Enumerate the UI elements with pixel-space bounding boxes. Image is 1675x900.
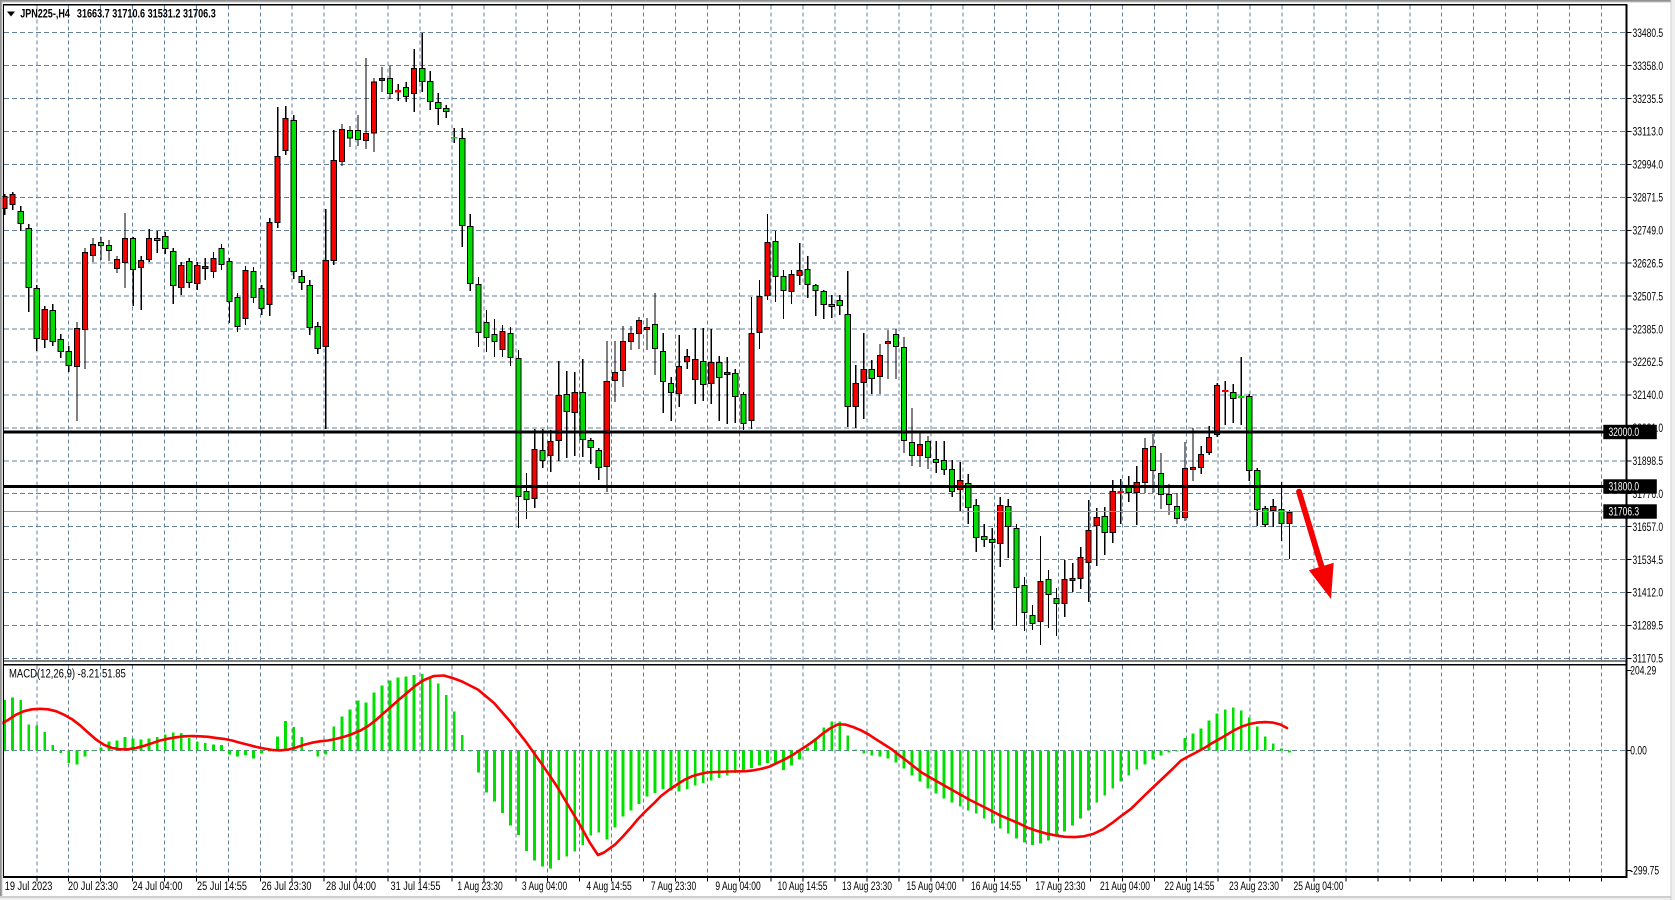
svg-text:31170.5: 31170.5 [1633,654,1664,666]
svg-text:32507.5: 32507.5 [1633,291,1664,303]
svg-text:3 Aug 04:00: 3 Aug 04:00 [522,881,567,893]
svg-text:31800.0: 31800.0 [1609,482,1640,494]
svg-text:26 Jul 23:30: 26 Jul 23:30 [262,881,312,893]
svg-text:16 Aug 14:55: 16 Aug 14:55 [971,881,1021,893]
svg-text:32626.5: 32626.5 [1633,258,1664,270]
svg-text:31412.0: 31412.0 [1633,588,1664,600]
svg-text:13 Aug 23:30: 13 Aug 23:30 [842,881,892,893]
svg-text:33113.0: 33113.0 [1633,127,1664,139]
svg-text:25 Aug 04:00: 25 Aug 04:00 [1294,881,1344,893]
svg-text:9 Aug 04:00: 9 Aug 04:00 [715,881,760,893]
svg-text:24 Jul 04:00: 24 Jul 04:00 [133,881,183,893]
svg-text:33358.0: 33358.0 [1633,61,1664,73]
svg-text:17 Aug 23:30: 17 Aug 23:30 [1036,881,1086,893]
svg-text:31 Jul 14:55: 31 Jul 14:55 [391,881,441,893]
svg-text:21 Aug 04:00: 21 Aug 04:00 [1100,881,1150,893]
svg-text:32000.0: 32000.0 [1609,427,1640,439]
svg-text:32385.0: 32385.0 [1633,324,1664,336]
svg-text:31534.5: 31534.5 [1633,555,1664,567]
svg-text:15 Aug 04:00: 15 Aug 04:00 [907,881,957,893]
svg-text:32994.0: 32994.0 [1633,160,1664,172]
svg-text:32262.5: 32262.5 [1633,357,1664,369]
svg-text:0.00: 0.00 [1630,746,1647,758]
svg-text:4 Aug 14:55: 4 Aug 14:55 [586,881,631,893]
svg-text:31706.3: 31706.3 [1609,507,1640,519]
svg-text:23 Aug 23:30: 23 Aug 23:30 [1229,881,1279,893]
svg-text:32749.0: 32749.0 [1633,226,1664,238]
svg-text:31657.0: 31657.0 [1633,522,1664,534]
svg-text:25 Jul 14:55: 25 Jul 14:55 [197,881,247,893]
svg-text:32140.0: 32140.0 [1633,390,1664,402]
svg-text:204.29: 204.29 [1630,666,1656,678]
svg-text:-299.75: -299.75 [1630,866,1659,878]
svg-text:33235.5: 33235.5 [1633,94,1664,106]
svg-text:28 Jul 04:00: 28 Jul 04:00 [326,881,376,893]
svg-text:7 Aug 23:30: 7 Aug 23:30 [651,881,696,893]
svg-text:MACD(12,26,9) -8.21 51.85: MACD(12,26,9) -8.21 51.85 [9,668,126,680]
svg-text:1 Aug 23:30: 1 Aug 23:30 [457,881,502,893]
svg-text:31289.5: 31289.5 [1633,621,1664,633]
svg-text:10 Aug 14:55: 10 Aug 14:55 [778,881,828,893]
svg-text:32871.5: 32871.5 [1633,193,1664,205]
svg-text:31898.5: 31898.5 [1633,456,1664,468]
svg-text:33480.5: 33480.5 [1633,28,1664,40]
svg-text:22 Aug 14:55: 22 Aug 14:55 [1165,881,1215,893]
svg-text:19 Jul 2023: 19 Jul 2023 [5,881,53,893]
svg-text:20 Jul 23:30: 20 Jul 23:30 [68,881,118,893]
svg-text:JPN225-,H4: JPN225-,H4 [20,8,70,20]
svg-text:31663.7 31710.6 31531.2 31706.: 31663.7 31710.6 31531.2 31706.3 [77,8,216,20]
